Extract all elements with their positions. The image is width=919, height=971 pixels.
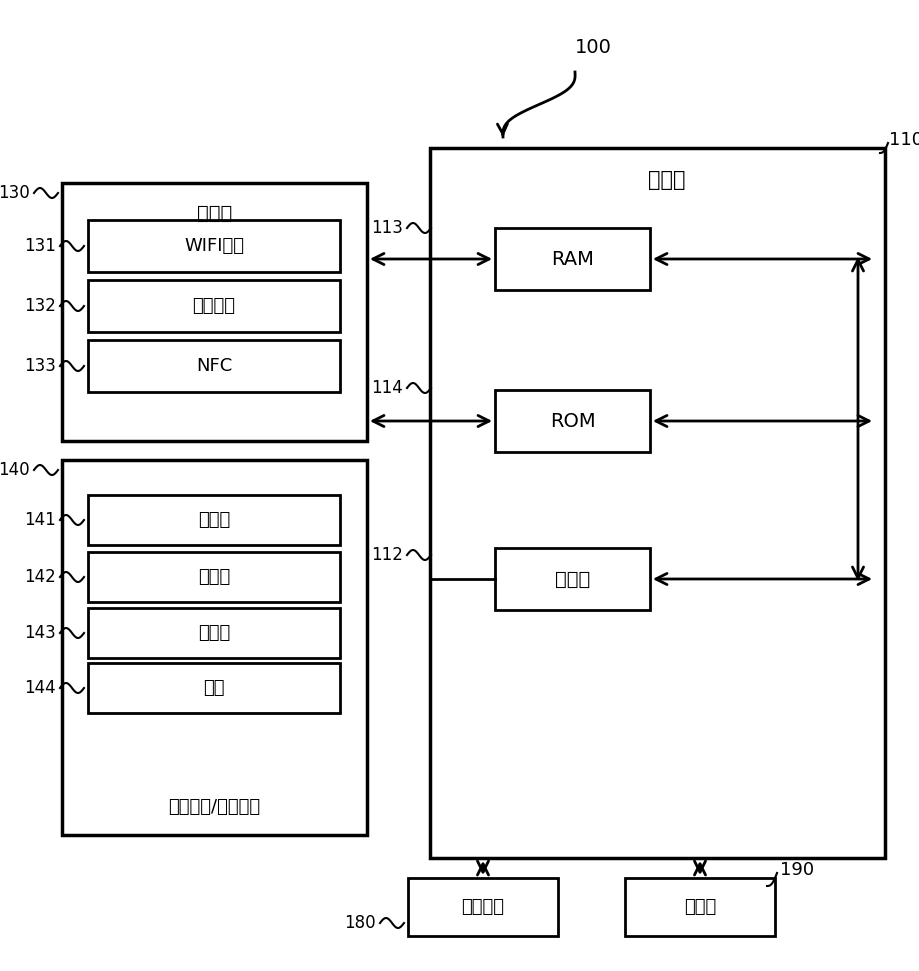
Text: 113: 113 [370, 219, 403, 237]
Bar [88, 280, 340, 332]
Text: RAM: RAM [550, 250, 594, 269]
Text: 控制器: 控制器 [647, 170, 685, 190]
Text: 180: 180 [344, 914, 376, 932]
Text: WIFI模块: WIFI模块 [184, 237, 244, 255]
Bar [88, 220, 340, 272]
Bar [62, 183, 367, 441]
Text: 110: 110 [888, 131, 919, 149]
Bar [407, 878, 558, 936]
Text: ROM: ROM [549, 412, 595, 430]
Text: 144: 144 [24, 679, 56, 697]
Text: 142: 142 [24, 568, 56, 586]
Text: 140: 140 [0, 461, 30, 479]
Text: 麦克风: 麦克风 [198, 511, 230, 529]
Text: 存储器: 存储器 [683, 898, 715, 916]
Bar [624, 878, 774, 936]
Bar [494, 228, 650, 290]
Text: 按键: 按键 [203, 679, 224, 697]
Text: NFC: NFC [196, 357, 232, 375]
Bar [62, 460, 367, 835]
Text: 传感器: 传感器 [198, 624, 230, 642]
Text: 190: 190 [779, 861, 813, 879]
Bar [494, 390, 650, 452]
Bar [494, 548, 650, 610]
Text: 132: 132 [24, 297, 56, 315]
Text: 131: 131 [24, 237, 56, 255]
Text: 141: 141 [24, 511, 56, 529]
Text: 114: 114 [371, 379, 403, 397]
Text: 133: 133 [24, 357, 56, 375]
Text: 通信器: 通信器 [197, 204, 232, 222]
Bar [88, 495, 340, 545]
Text: 触摸板: 触摸板 [198, 568, 230, 586]
Text: 供电电源: 供电电源 [461, 898, 504, 916]
Text: 112: 112 [370, 546, 403, 564]
Text: 100: 100 [574, 38, 611, 56]
Text: 处理器: 处理器 [554, 570, 589, 588]
Text: 用户输入/输出接口: 用户输入/输出接口 [168, 798, 260, 816]
Bar [88, 552, 340, 602]
Bar [88, 663, 340, 713]
Bar [429, 148, 884, 858]
Text: 143: 143 [24, 624, 56, 642]
Text: 蓝牙模块: 蓝牙模块 [192, 297, 235, 315]
Bar [88, 340, 340, 392]
Bar [88, 608, 340, 658]
Text: 130: 130 [0, 184, 30, 202]
